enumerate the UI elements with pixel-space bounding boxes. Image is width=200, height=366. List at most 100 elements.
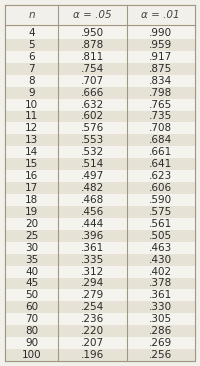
Text: 10: 10 <box>25 100 38 109</box>
Text: 5: 5 <box>28 40 35 50</box>
Text: .402: .402 <box>149 266 172 277</box>
Text: .312: .312 <box>81 266 104 277</box>
Text: .666: .666 <box>81 87 104 98</box>
Bar <box>5 266 195 277</box>
Text: .463: .463 <box>149 243 172 253</box>
Text: .456: .456 <box>81 207 104 217</box>
Text: 4: 4 <box>28 28 35 38</box>
Bar <box>5 325 195 337</box>
Bar <box>5 254 195 266</box>
Text: α = .05: α = .05 <box>73 10 112 20</box>
Text: .684: .684 <box>149 135 172 145</box>
Text: .708: .708 <box>149 123 172 133</box>
Text: .305: .305 <box>149 314 172 324</box>
Text: .361: .361 <box>149 290 172 300</box>
Text: 70: 70 <box>25 314 38 324</box>
Text: 25: 25 <box>25 231 38 241</box>
Text: 100: 100 <box>22 350 41 360</box>
Text: .575: .575 <box>149 207 172 217</box>
Text: .396: .396 <box>81 231 104 241</box>
Text: .532: .532 <box>81 147 104 157</box>
Bar <box>5 277 195 290</box>
Text: 80: 80 <box>25 326 38 336</box>
Text: 30: 30 <box>25 243 38 253</box>
Bar <box>5 313 195 325</box>
Bar <box>5 206 195 218</box>
Text: .279: .279 <box>81 290 104 300</box>
Text: .576: .576 <box>81 123 104 133</box>
Text: .875: .875 <box>149 64 172 74</box>
Text: .430: .430 <box>149 255 172 265</box>
Text: .553: .553 <box>81 135 104 145</box>
Bar <box>5 146 195 158</box>
Text: 45: 45 <box>25 279 38 288</box>
Text: 19: 19 <box>25 207 38 217</box>
Text: .220: .220 <box>81 326 104 336</box>
Text: 13: 13 <box>25 135 38 145</box>
Text: .917: .917 <box>149 52 172 62</box>
Text: α = .01: α = .01 <box>141 10 180 20</box>
Text: .590: .590 <box>149 195 172 205</box>
Bar <box>5 123 195 134</box>
Bar <box>5 230 195 242</box>
Text: .623: .623 <box>149 171 172 181</box>
Bar <box>5 134 195 146</box>
Text: .735: .735 <box>149 112 172 122</box>
Text: .878: .878 <box>81 40 104 50</box>
Text: 12: 12 <box>25 123 38 133</box>
Text: 35: 35 <box>25 255 38 265</box>
Text: 40: 40 <box>25 266 38 277</box>
Bar <box>5 51 195 63</box>
Text: 90: 90 <box>25 338 38 348</box>
Text: 6: 6 <box>28 52 35 62</box>
Text: .256: .256 <box>149 350 172 360</box>
Text: .959: .959 <box>149 40 172 50</box>
Text: .754: .754 <box>81 64 104 74</box>
Text: .950: .950 <box>81 28 104 38</box>
Text: 14: 14 <box>25 147 38 157</box>
Text: .514: .514 <box>81 159 104 169</box>
Text: .196: .196 <box>81 350 104 360</box>
Text: .990: .990 <box>149 28 172 38</box>
Text: .482: .482 <box>81 183 104 193</box>
Text: .361: .361 <box>81 243 104 253</box>
Bar <box>5 194 195 206</box>
Text: .632: .632 <box>81 100 104 109</box>
Text: .661: .661 <box>149 147 172 157</box>
Text: .798: .798 <box>149 87 172 98</box>
Bar <box>5 63 195 75</box>
Text: .602: .602 <box>81 112 104 122</box>
Bar <box>5 337 195 349</box>
Text: .330: .330 <box>149 302 172 312</box>
Bar <box>5 170 195 182</box>
Bar <box>5 75 195 87</box>
Text: 15: 15 <box>25 159 38 169</box>
Bar <box>5 111 195 123</box>
Text: 20: 20 <box>25 219 38 229</box>
Text: 16: 16 <box>25 171 38 181</box>
Text: .561: .561 <box>149 219 172 229</box>
Text: .335: .335 <box>81 255 104 265</box>
Text: .207: .207 <box>81 338 104 348</box>
Text: 17: 17 <box>25 183 38 193</box>
Bar <box>5 182 195 194</box>
Text: .236: .236 <box>81 314 104 324</box>
Text: .444: .444 <box>81 219 104 229</box>
Bar <box>5 5 195 25</box>
Text: .641: .641 <box>149 159 172 169</box>
Text: 11: 11 <box>25 112 38 122</box>
Bar <box>5 290 195 301</box>
Bar <box>5 39 195 51</box>
Text: .606: .606 <box>149 183 172 193</box>
Text: 7: 7 <box>28 64 35 74</box>
Bar <box>5 349 195 361</box>
Text: .834: .834 <box>149 76 172 86</box>
Bar <box>5 87 195 98</box>
Text: 9: 9 <box>28 87 35 98</box>
Text: .468: .468 <box>81 195 104 205</box>
Text: 60: 60 <box>25 302 38 312</box>
Text: .505: .505 <box>149 231 172 241</box>
Bar <box>5 242 195 254</box>
Text: .254: .254 <box>81 302 104 312</box>
Text: .378: .378 <box>149 279 172 288</box>
